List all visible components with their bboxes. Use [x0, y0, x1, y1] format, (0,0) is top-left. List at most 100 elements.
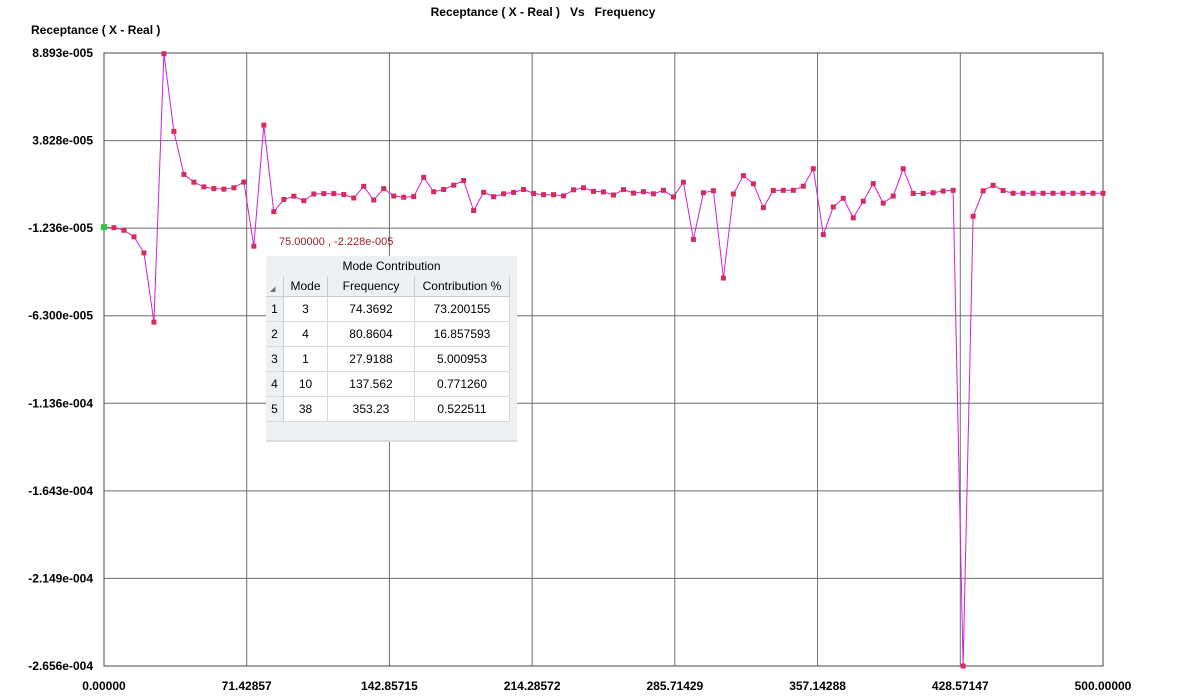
data-point[interactable]: [850, 215, 856, 221]
data-point[interactable]: [231, 185, 237, 191]
data-point[interactable]: [820, 232, 826, 238]
data-point[interactable]: [511, 189, 517, 195]
data-point[interactable]: [1090, 190, 1096, 196]
data-point[interactable]: [790, 187, 796, 193]
data-point[interactable]: [551, 192, 557, 198]
data-point[interactable]: [740, 173, 746, 179]
data-point[interactable]: [471, 208, 477, 214]
receptance-series[interactable]: [101, 51, 1106, 669]
data-point[interactable]: [351, 195, 357, 201]
data-point[interactable]: [541, 192, 547, 198]
data-point[interactable]: [431, 189, 437, 195]
data-point[interactable]: [940, 188, 946, 194]
data-point[interactable]: [960, 663, 966, 669]
data-point[interactable]: [650, 191, 656, 197]
data-point[interactable]: [670, 194, 676, 200]
data-point[interactable]: [780, 187, 786, 193]
data-point[interactable]: [251, 243, 257, 249]
column-header-contribution[interactable]: Contribution %: [414, 276, 510, 297]
data-point[interactable]: [900, 166, 906, 172]
data-point[interactable]: [461, 177, 467, 183]
data-point[interactable]: [710, 188, 716, 194]
data-point[interactable]: [191, 179, 197, 185]
data-point[interactable]: [1040, 190, 1046, 196]
data-point[interactable]: [121, 227, 127, 233]
data-point[interactable]: [161, 51, 167, 57]
data-point[interactable]: [151, 319, 157, 325]
data-point[interactable]: [1030, 190, 1036, 196]
data-point[interactable]: [1010, 190, 1016, 196]
data-point[interactable]: [920, 190, 926, 196]
data-point[interactable]: [171, 128, 177, 134]
table-row[interactable]: 5 38 353.23 0.522511: [266, 396, 510, 422]
data-point[interactable]: [770, 188, 776, 194]
data-point[interactable]: [561, 193, 567, 199]
data-point[interactable]: [531, 190, 537, 196]
data-point[interactable]: [131, 234, 137, 240]
data-point[interactable]: [421, 174, 427, 180]
mode-contribution-table[interactable]: ◢ Mode Frequency Contribution % 1 3 74.369…: [266, 276, 510, 422]
data-point[interactable]: [291, 193, 297, 199]
table-row[interactable]: 1 3 74.3692 73.200155: [266, 296, 510, 322]
data-point[interactable]: [810, 166, 816, 172]
data-point[interactable]: [341, 191, 347, 197]
data-point[interactable]: [581, 185, 587, 191]
data-point[interactable]: [271, 209, 277, 215]
data-point[interactable]: [391, 193, 397, 199]
data-point[interactable]: [630, 190, 636, 196]
data-point[interactable]: [720, 275, 726, 281]
data-point[interactable]: [211, 186, 217, 192]
data-point[interactable]: [1000, 188, 1006, 194]
data-point[interactable]: [890, 193, 896, 199]
table-row[interactable]: 2 4 80.8604 16.857593: [266, 321, 510, 347]
data-point[interactable]: [910, 190, 916, 196]
data-point[interactable]: [181, 171, 187, 177]
data-point[interactable]: [680, 179, 686, 185]
data-point[interactable]: [401, 194, 407, 200]
data-point[interactable]: [690, 236, 696, 242]
data-point[interactable]: [640, 189, 646, 195]
data-point[interactable]: [700, 190, 706, 196]
data-point[interactable]: [441, 186, 447, 192]
data-point[interactable]: [331, 191, 337, 197]
data-point[interactable]: [1100, 190, 1106, 196]
data-point[interactable]: [970, 213, 976, 219]
data-point[interactable]: [591, 188, 597, 194]
data-point[interactable]: [571, 187, 577, 193]
data-point[interactable]: [1020, 190, 1026, 196]
column-header-mode[interactable]: Mode: [283, 276, 328, 297]
data-point[interactable]: [281, 197, 287, 203]
data-point[interactable]: [371, 197, 377, 203]
data-point[interactable]: [361, 183, 367, 189]
data-point[interactable]: [451, 182, 457, 188]
data-point[interactable]: [660, 187, 666, 193]
data-point[interactable]: [730, 191, 736, 197]
data-point[interactable]: [860, 198, 866, 204]
data-point[interactable]: [830, 204, 836, 210]
data-point[interactable]: [141, 250, 147, 256]
data-point[interactable]: [261, 122, 267, 128]
data-point[interactable]: [201, 184, 207, 190]
data-point[interactable]: [620, 187, 626, 193]
cursor-marker[interactable]: [101, 224, 107, 231]
data-point[interactable]: [321, 191, 327, 197]
data-point[interactable]: [1070, 190, 1076, 196]
data-point[interactable]: [481, 189, 487, 195]
data-point[interactable]: [840, 195, 846, 201]
data-point[interactable]: [1060, 190, 1066, 196]
data-point[interactable]: [521, 186, 527, 192]
column-header-frequency[interactable]: Frequency: [327, 276, 415, 297]
data-point[interactable]: [1050, 190, 1056, 196]
data-point[interactable]: [870, 181, 876, 187]
data-point[interactable]: [610, 192, 616, 198]
data-point[interactable]: [930, 190, 936, 196]
data-point[interactable]: [950, 187, 956, 193]
table-row[interactable]: 4 10 137.562 0.771260: [266, 371, 510, 397]
data-point[interactable]: [411, 194, 417, 200]
mode-contribution-panel[interactable]: Mode Contribution ◢ Mode Frequency Contr…: [266, 256, 517, 442]
data-point[interactable]: [760, 205, 766, 211]
data-point[interactable]: [880, 200, 886, 206]
data-point[interactable]: [990, 182, 996, 188]
data-point[interactable]: [111, 225, 117, 231]
